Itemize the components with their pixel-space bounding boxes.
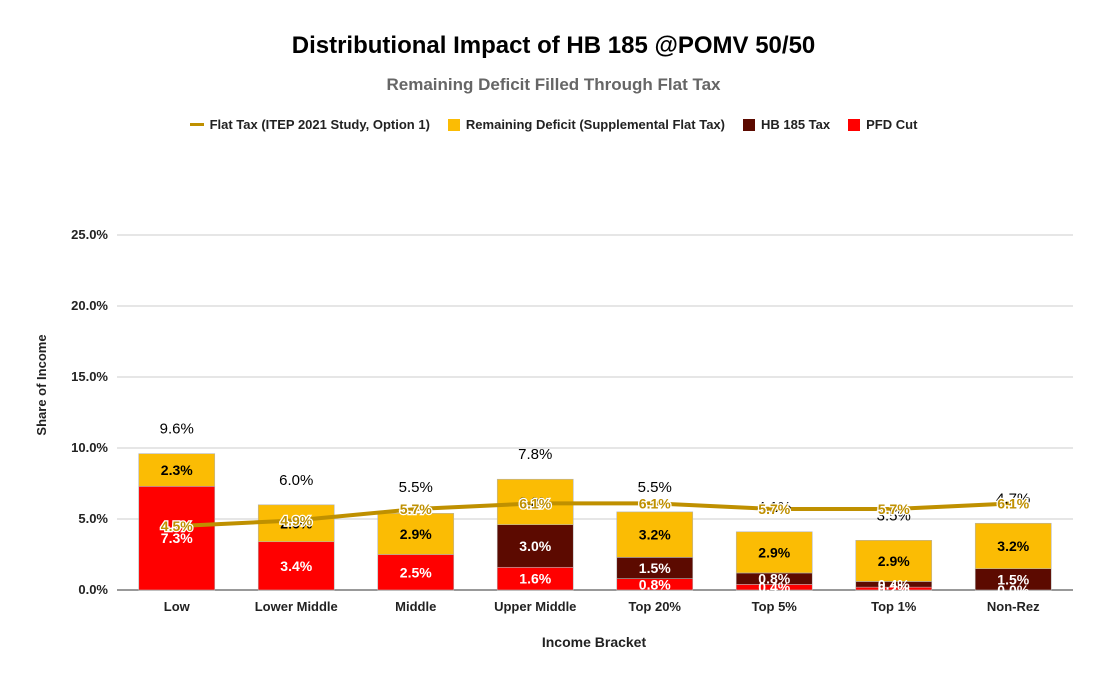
bar-segment-label: 1.5%	[639, 560, 671, 576]
bar-segment-label: 7.3%	[161, 530, 193, 546]
bar-segment	[855, 539, 933, 582]
bar-segment-label: 1.5%	[997, 571, 1029, 587]
flat-tax-point-label: 5.7%	[878, 501, 910, 517]
label-layer: Low Lower Middle Middle Upper Middle Top 20%…	[160, 421, 1041, 614]
bar-segment-label: 0.8%	[758, 571, 790, 587]
y-tick-label: 0.0%	[78, 582, 108, 597]
x-tick-label: Lower Middle	[255, 599, 338, 614]
legend-label-pfd-cut: PFD Cut	[866, 117, 918, 132]
y-tick-label: 10.0%	[71, 440, 108, 455]
bar-segment-label: 0.8%	[639, 576, 671, 592]
bar-segment	[257, 541, 335, 591]
bar-segment-label: 2.6%	[280, 515, 312, 531]
bar-segment	[496, 524, 574, 568]
legend-swatch-remaining-deficit	[447, 118, 460, 131]
bar-segment	[377, 513, 455, 555]
bar-segment-label: 2.9%	[758, 544, 790, 560]
bar-segment	[138, 453, 216, 487]
bar-total-label: 6.0%	[279, 472, 313, 489]
flat-tax-point-label: 4.5%	[161, 518, 193, 534]
flat-tax-point-label: 4.9%	[280, 512, 312, 528]
legend-item-flat-tax: Flat Tax (ITEP 2021 Study, Option 1)	[189, 117, 430, 132]
line-layer	[176, 501, 1014, 529]
bar-total-label: 5.5%	[638, 479, 672, 496]
bar-segment-label: 2.9%	[878, 553, 910, 569]
bar-segment-label: 3.4%	[280, 558, 312, 574]
x-tick-label: Low	[164, 599, 191, 614]
flat-tax-point-label: 5.7%	[400, 501, 432, 517]
legend-item-remaining-deficit: Remaining Deficit (Supplemental Flat Tax…	[447, 117, 725, 132]
bar-total-label: 3.5%	[877, 507, 911, 524]
legend-item-hb185: HB 185 Tax	[742, 117, 831, 132]
y-tick-label: 15.0%	[71, 369, 108, 384]
chart-subtitle: Remaining Deficit Filled Through Flat Ta…	[386, 75, 721, 94]
legend-swatch-hb185	[742, 118, 755, 131]
legend-label-remaining-deficit: Remaining Deficit (Supplemental Flat Tax…	[465, 117, 725, 132]
chart-legend: Flat Tax (ITEP 2021 Study, Option 1) Rem…	[0, 117, 1107, 132]
x-axis-title: Income Bracket	[542, 634, 647, 650]
bar-segment-label: 3.2%	[997, 538, 1029, 554]
legend-label-hb185: HB 185 Tax	[760, 117, 831, 132]
bar-segment-label: 0.4%	[878, 576, 910, 592]
bar-total-label: 9.6%	[160, 421, 194, 438]
bar-segment-label: 3.2%	[519, 494, 551, 510]
bar-segment	[616, 511, 694, 558]
legend-swatch-flat-tax	[189, 123, 204, 126]
flat-tax-point-label: 5.7%	[758, 501, 790, 517]
legend-item-pfd-cut: PFD Cut	[848, 117, 917, 132]
bar-segment-label: 3.2%	[639, 527, 671, 543]
bar-layer	[138, 453, 1052, 591]
bar-segment-label: 3.0%	[519, 538, 551, 554]
bar-segment	[735, 531, 813, 574]
bar-total-label: 5.5%	[399, 479, 433, 496]
legend-label-flat-tax: Flat Tax (ITEP 2021 Study, Option 1)	[209, 117, 430, 132]
flat-tax-point-label: 6.1%	[519, 495, 551, 511]
flat-tax-line	[176, 501, 1014, 529]
bar-segment-label: 0.0%	[997, 582, 1029, 598]
x-tick-label: Middle	[395, 599, 436, 614]
bar-total-label: 4.1%	[757, 499, 791, 516]
y-tick-label: 20.0%	[71, 298, 108, 313]
x-tick-label: Upper Middle	[494, 599, 576, 614]
y-tick-label: 5.0%	[78, 511, 108, 526]
y-tick-label: 25.0%	[71, 227, 108, 242]
x-tick-label: Top 1%	[871, 599, 917, 614]
flat-tax-point-label: 6.1%	[639, 495, 671, 511]
legend-swatch-pfd-cut	[848, 118, 861, 131]
bar-total-label: 4.7%	[996, 490, 1030, 507]
y-axis-title: Share of Income	[34, 334, 49, 435]
bar-segment-label: 1.6%	[519, 571, 551, 587]
bar-segment-label: 2.5%	[400, 564, 432, 580]
bar-segment	[974, 522, 1052, 570]
bar-segment-label: 0.4%	[758, 579, 790, 595]
bar-segment-label: 2.9%	[400, 526, 432, 542]
x-tick-label: Top 20%	[629, 599, 682, 614]
x-tick-label: Non-Rez	[987, 599, 1040, 614]
flat-tax-point-label: 6.1%	[997, 495, 1029, 511]
bar-segment-label: 2.3%	[161, 462, 193, 478]
bar-total-label: 7.8%	[518, 446, 552, 463]
chart-title: Distributional Impact of HB 185 @POMV 50…	[291, 32, 816, 59]
x-tick-label: Top 5%	[752, 599, 798, 614]
bar-segment	[377, 554, 455, 591]
bar-segment-label: 0.2%	[878, 581, 910, 597]
bar-segment	[138, 486, 216, 591]
